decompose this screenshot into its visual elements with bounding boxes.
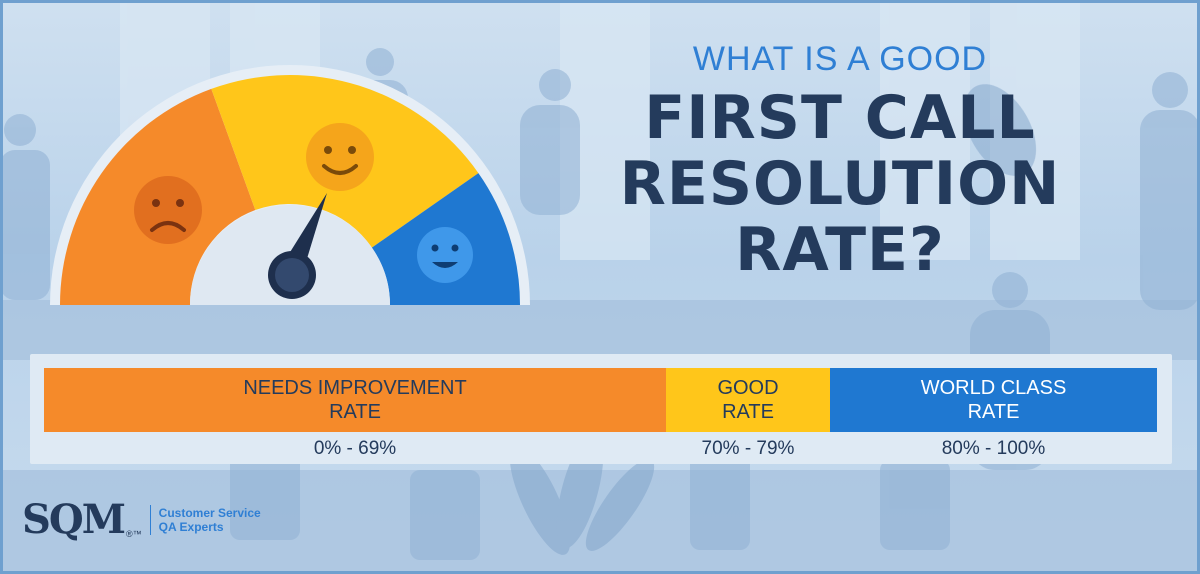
band-label-line-1: WORLD CLASS [920,377,1067,399]
smiling-face-icon [306,123,374,191]
rate-table: NEEDS IMPROVEMENT RATE GOOD RATE WORLD C… [30,354,1172,464]
headline: WHAT IS A GOOD FIRST CALL RESOLUTION RAT… [560,40,1120,283]
band-needs-improvement: NEEDS IMPROVEMENT RATE [44,368,666,432]
logo-divider [149,504,151,535]
logo-tagline-line-2: QA Experts [158,519,224,534]
headline-line-3: RATE? [735,215,945,285]
logo-mark: SQM [22,496,126,543]
rating-gauge [40,60,540,325]
logo-trademark: ®™ [126,529,142,539]
headline-line-1: FIRST CALL [644,83,1036,153]
band-label-line-2: RATE [967,401,1020,423]
headline-line-2: RESOLUTION [619,149,1061,219]
sad-face-icon [134,176,202,244]
band-good: GOOD RATE [666,368,830,432]
range-good: 70% - 79% [701,438,795,459]
sqm-logo: SQM ®™ Customer Service QA Experts [22,496,261,543]
headline-intro: WHAT IS A GOOD [692,40,988,78]
band-world-class: WORLD CLASS RATE [830,368,1157,432]
range-needs-improvement: 0% - 69% [313,438,397,459]
band-label-line-1: GOOD [717,377,779,399]
logo-tagline-line-1: Customer Service [158,505,261,520]
band-label-line-2: RATE [722,401,774,423]
happy-face-icon [417,227,473,283]
band-label-line-1: NEEDS IMPROVEMENT [243,377,467,399]
gauge-needle [268,193,327,299]
gauge-graphic [50,65,530,306]
logo-tagline: Customer Service QA Experts [159,506,261,534]
band-label-line-2: RATE [329,401,381,423]
range-world-class: 80% - 100% [941,438,1046,459]
